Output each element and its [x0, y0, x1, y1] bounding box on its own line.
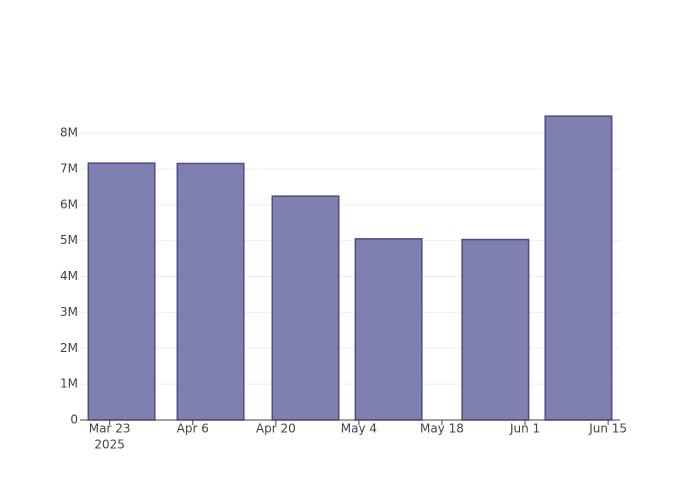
y-tick-label: 7M	[60, 161, 78, 175]
y-tick-label: 3M	[60, 305, 78, 319]
x-tick-label: May 4	[341, 422, 377, 436]
y-tick-label: 1M	[60, 377, 78, 391]
y-tick-label: 0	[70, 413, 78, 427]
x-tick-label: Mar 23	[89, 422, 131, 436]
bar	[87, 162, 156, 421]
x-tick-label: Jun 15	[588, 422, 627, 436]
x-tick-label: Apr 20	[256, 422, 296, 436]
y-tick-label: 6M	[60, 197, 78, 211]
x-tick-label: Apr 6	[177, 422, 209, 436]
x-year-label: 2025	[94, 438, 125, 452]
x-tick-label: Jun 1	[509, 422, 540, 436]
bar	[461, 238, 530, 421]
bar	[271, 195, 340, 421]
bar	[544, 115, 613, 421]
bar	[176, 162, 245, 421]
y-tick-label: 2M	[60, 341, 78, 355]
y-tick-label: 4M	[60, 269, 78, 283]
bar	[354, 238, 423, 421]
y-tick-label: 5M	[60, 233, 78, 247]
x-tick-label: May 18	[420, 422, 464, 436]
y-tick-label: 8M	[60, 126, 78, 140]
